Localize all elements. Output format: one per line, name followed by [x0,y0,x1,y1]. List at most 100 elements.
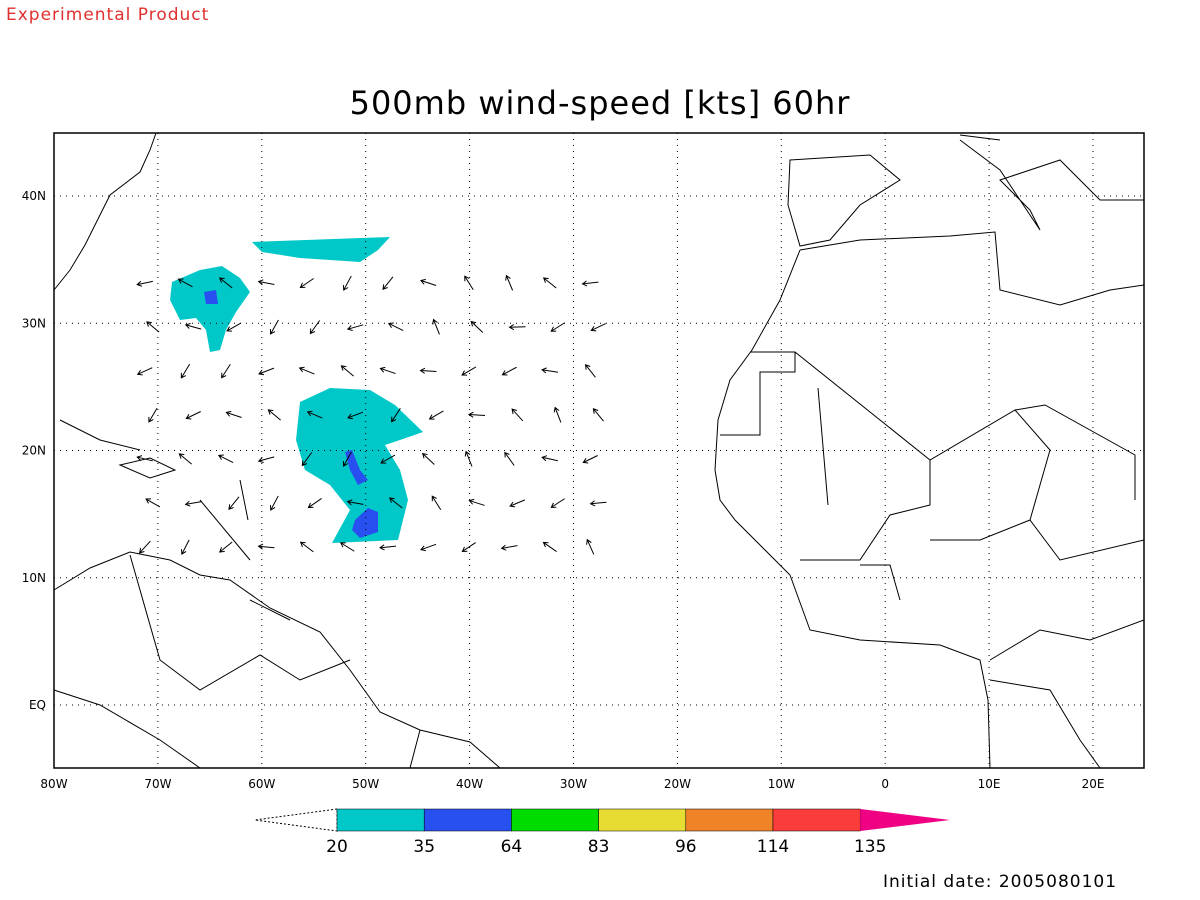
wind-arrow [269,319,279,335]
wind-arrow [136,280,153,287]
x-axis-label: 20W [664,777,691,791]
wind-arrow [342,275,352,291]
wind-arrow [309,320,321,335]
note: Experimental Product [6,5,209,25]
wind-arrow [339,542,355,552]
x-axis-label: 10E [978,777,1001,791]
wind-area [170,266,250,352]
wind-arrow [582,455,598,464]
colorbar-label: 35 [413,837,435,857]
wind-arrow [306,410,323,419]
wind-arrow [589,500,607,507]
wind-arrow [421,452,435,465]
y-axis-label: 20N [22,444,46,458]
wind-arrow [428,410,444,420]
x-axis-label: 80W [40,777,67,791]
colorbar-box [423,808,512,832]
border [720,351,1145,769]
wind-arrow [592,408,604,422]
wind-arrow [379,366,396,375]
wind-arrow [380,454,396,464]
colorbar-box [336,808,425,832]
wind-area [204,290,218,304]
wind-arrow [301,452,313,467]
wind-arrow [581,280,599,287]
wind-arrow [542,277,557,289]
wind-arrow [346,499,364,506]
y-axis-label: 10N [22,571,46,585]
x-axis-label: 30W [560,777,587,791]
x-axis-label: 70W [144,777,171,791]
colorbar-box [772,808,861,832]
wind-arrow [461,542,476,553]
wind-arrow [184,323,202,330]
wind-arrow [347,411,364,420]
coastline [53,551,501,769]
colorbar-label: 135 [854,837,886,857]
wind-arrow [590,323,606,332]
wind-arrow [553,406,562,423]
x-axis-label: 0 [881,777,889,791]
wind-arrow [258,367,275,376]
wind-arrow [504,451,515,466]
colorbar-label: 114 [757,837,789,857]
map-frame [53,132,1145,769]
title: 500mb wind-speed [kts] 60hr [350,84,851,122]
wind-arrow [298,366,315,375]
wind-arrow [511,408,524,422]
wind-arrow [420,543,437,552]
y-axis-label: 40N [22,189,46,203]
wind-arrow [181,539,190,555]
wind-arrow [509,499,526,508]
wind-arrow [468,411,486,418]
wind-arrow [299,278,314,289]
y-axis-label: 30N [22,316,46,330]
wind-arrow [299,541,314,553]
coastline [53,132,157,291]
wind-arrow [541,367,558,374]
border [53,554,421,769]
wind-arrow [221,364,231,379]
wind-area [345,450,368,485]
wind-arrow [419,278,437,286]
wind-arrow [388,497,403,509]
wind-arrow [346,324,364,331]
wind-arrow [340,365,354,377]
wind-arrow [470,320,484,333]
wind-arrow [217,454,234,464]
x-axis-label: 60W [248,777,275,791]
wind-arrow [342,451,352,467]
wind-arrow [432,318,440,335]
coastline [799,231,1145,306]
wind-arrow [257,279,275,286]
colorbar-label: 64 [501,837,523,857]
wind-arrow [382,276,394,291]
wind-arrow [542,541,557,552]
y-axis-label: EQ [29,698,46,712]
wind-arrow [177,278,193,288]
wind-arrow [148,407,158,423]
map [53,132,1145,769]
wind-area [296,388,423,543]
x-axis-label: 20E [1082,777,1105,791]
wind-arrow [419,367,437,374]
x-axis-label: 40W [456,777,483,791]
wind-arrow [226,322,242,332]
x-axis-label: 50W [352,777,379,791]
wind-arrow [461,366,477,376]
wind-arrow [257,456,275,463]
colorbar-label: 83 [588,837,610,857]
wind-arrow [146,321,160,333]
wind-arrow [184,500,202,507]
wind-arrow [505,274,514,291]
wind-arrow [379,544,397,551]
wind-arrow [500,544,518,551]
wind-arrow [431,495,442,511]
wind-arrow [391,408,401,423]
wind-arrow [508,324,526,331]
wind-arrow [584,363,596,378]
wind-arrow [550,322,566,332]
wind-arrow [136,455,153,462]
wind-arrow [228,496,240,510]
coastline [714,249,991,769]
